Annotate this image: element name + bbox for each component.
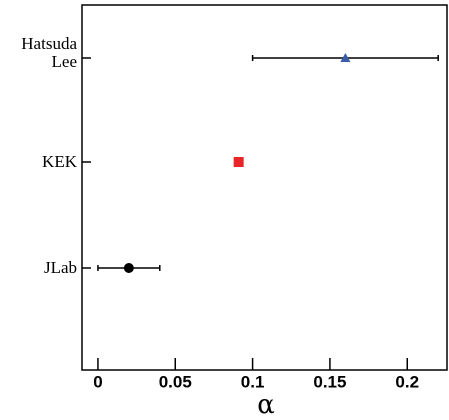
marker — [123, 263, 134, 273]
x-tick-label: 0.2 — [395, 372, 419, 391]
x-tick-label: 0.15 — [313, 372, 346, 391]
plot-frame — [81, 4, 448, 371]
x-tick-label: 0 — [93, 372, 102, 391]
y-tick-label: Hatsuda Lee — [21, 34, 77, 71]
marker — [340, 53, 351, 62]
x-tick-label: 0.05 — [159, 372, 192, 391]
y-tick-label: KEK — [42, 152, 77, 171]
marker — [233, 157, 244, 167]
y-tick-label: JLab — [43, 258, 77, 277]
x-axis-label: α — [257, 390, 275, 420]
x-tick-label: 0.1 — [241, 372, 265, 391]
